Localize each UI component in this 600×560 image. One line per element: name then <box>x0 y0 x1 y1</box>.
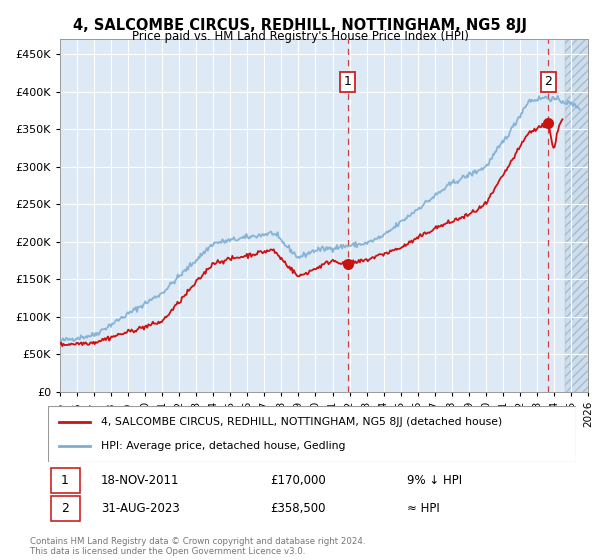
Text: 9% ↓ HPI: 9% ↓ HPI <box>407 474 462 487</box>
FancyBboxPatch shape <box>50 496 80 521</box>
Text: 18-NOV-2011: 18-NOV-2011 <box>101 474 179 487</box>
Text: £358,500: £358,500 <box>270 502 325 515</box>
Text: £170,000: £170,000 <box>270 474 326 487</box>
Text: 1: 1 <box>344 75 352 88</box>
Text: Contains HM Land Registry data © Crown copyright and database right 2024.: Contains HM Land Registry data © Crown c… <box>30 538 365 547</box>
Text: 2: 2 <box>61 502 69 515</box>
Text: 31-AUG-2023: 31-AUG-2023 <box>101 502 179 515</box>
Bar <box>565 39 596 392</box>
Text: This data is licensed under the Open Government Licence v3.0.: This data is licensed under the Open Gov… <box>30 548 305 557</box>
Text: 1: 1 <box>61 474 69 487</box>
Text: 4, SALCOMBE CIRCUS, REDHILL, NOTTINGHAM, NG5 8JJ (detached house): 4, SALCOMBE CIRCUS, REDHILL, NOTTINGHAM,… <box>101 417 502 427</box>
Text: HPI: Average price, detached house, Gedling: HPI: Average price, detached house, Gedl… <box>101 441 346 451</box>
FancyBboxPatch shape <box>50 468 80 493</box>
Text: 4, SALCOMBE CIRCUS, REDHILL, NOTTINGHAM, NG5 8JJ: 4, SALCOMBE CIRCUS, REDHILL, NOTTINGHAM,… <box>73 18 527 33</box>
Text: 2: 2 <box>544 75 552 88</box>
Text: ≈ HPI: ≈ HPI <box>407 502 440 515</box>
Text: Price paid vs. HM Land Registry's House Price Index (HPI): Price paid vs. HM Land Registry's House … <box>131 30 469 43</box>
FancyBboxPatch shape <box>48 406 576 462</box>
